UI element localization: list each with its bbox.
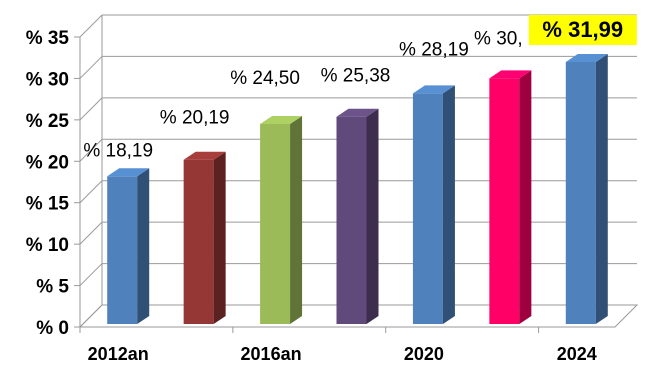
bar-side — [595, 53, 608, 324]
data-label: % 31,99 — [542, 17, 623, 42]
bar-top — [412, 85, 455, 94]
y-tick-label: % 30 — [26, 69, 69, 90]
bar-side — [519, 70, 532, 324]
bar-front — [565, 61, 596, 324]
bars-layer — [107, 53, 608, 324]
bar — [183, 151, 226, 324]
bar-top — [565, 53, 608, 62]
labels-layer: 2012an 2016an 2020 2024 % 18,19 % 20,19% 24,5… — [83, 14, 637, 364]
bar-front — [336, 116, 367, 324]
data-label: % 18,19 — [83, 140, 153, 161]
y-tick-label: % 10 — [26, 235, 69, 256]
axis-layer: % 0 % 5 % 10 % 15 % 20 % 25 % 30 % 35 — [26, 28, 540, 339]
bar-front — [412, 93, 443, 324]
x-category-label: 2020 — [404, 344, 444, 364]
bar — [107, 168, 150, 324]
data-label-highlight-box — [528, 14, 637, 45]
bar-top — [260, 116, 303, 124]
bar-side — [442, 85, 455, 324]
data-label: % 24,50 — [230, 68, 300, 89]
gridline-side — [79, 263, 103, 286]
bar-front — [183, 159, 214, 324]
y-tick-label: % 20 — [26, 152, 69, 173]
x-category-label: 2012an — [88, 344, 149, 364]
bar-side — [213, 151, 226, 324]
bar-side — [290, 116, 303, 324]
floor — [78, 304, 639, 328]
gridline-side — [79, 97, 103, 121]
data-label: % 30, — [474, 28, 523, 49]
gridline-side — [79, 180, 103, 204]
y-tick-label: % 25 — [26, 111, 70, 132]
y-tick-label: % 15 — [26, 194, 70, 215]
y-tick-label: % 35 — [26, 28, 70, 49]
gridline-side — [79, 56, 103, 79]
x-category-label: 2024 — [557, 344, 597, 364]
bar-top — [107, 168, 150, 177]
bar-top — [336, 108, 379, 117]
bar-front — [489, 78, 520, 324]
data-label: % 20,19 — [160, 108, 230, 129]
bar — [565, 53, 608, 324]
bar-side — [137, 168, 150, 324]
data-label: % 28,19 — [399, 39, 469, 60]
y-tick-label: % 0 — [36, 318, 69, 339]
bar-front — [260, 124, 291, 324]
gridline-side — [79, 14, 103, 38]
y-tick-label: % 5 — [36, 277, 69, 298]
bar-top — [183, 151, 226, 160]
gridline-side — [79, 138, 103, 162]
gridline-side — [79, 221, 103, 245]
bar-top — [489, 70, 532, 79]
bar — [412, 85, 455, 324]
data-label: % 25,38 — [321, 66, 391, 87]
bar — [489, 70, 532, 324]
bar-side — [366, 108, 379, 324]
bar — [260, 116, 303, 324]
x-category-label: 2016an — [241, 344, 302, 364]
bar-front — [107, 176, 138, 324]
bar — [336, 108, 379, 324]
